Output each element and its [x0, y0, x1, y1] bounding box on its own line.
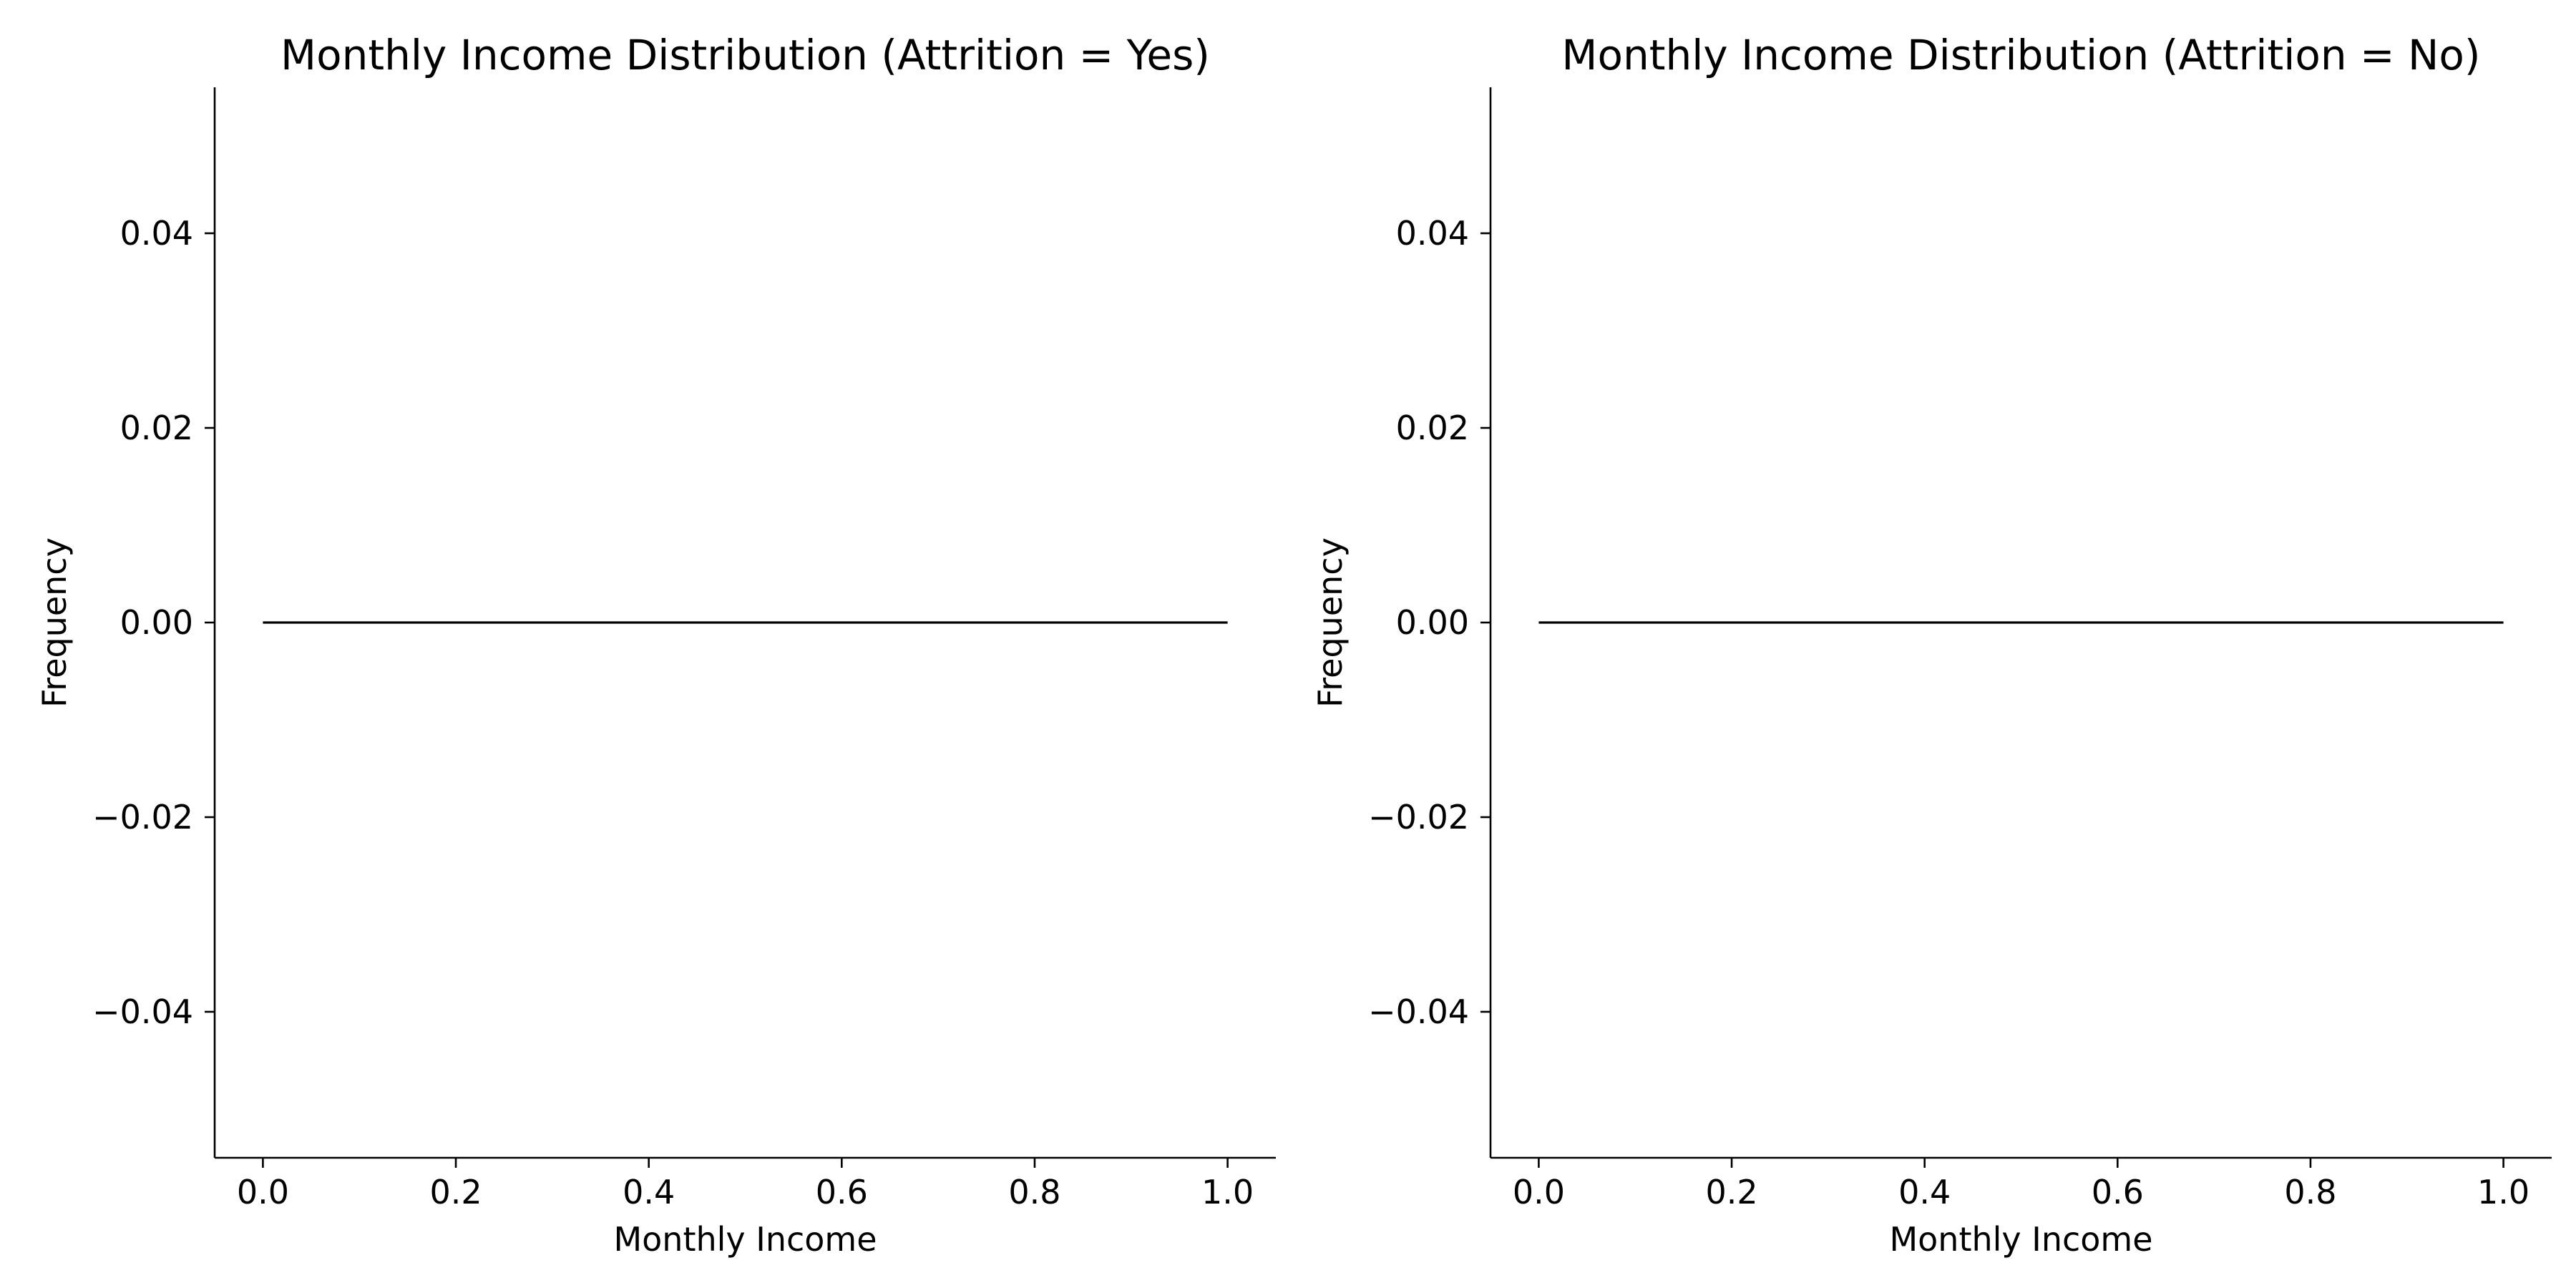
chart-title: Monthly Income Distribution (Attrition =… — [280, 31, 1210, 79]
y-tick-label: 0.04 — [120, 214, 193, 253]
x-tick-label: 0.2 — [1705, 1173, 1757, 1211]
chart-panel-2: 0.0 0.2 0.4 0.6 0.8 1.0 0.04 0.02 0.00 −0.02 −0.04… — [1311, 31, 2552, 1259]
y-tick-label: 0.00 — [120, 603, 193, 642]
chart-panel-1: 0.0 0.2 0.4 0.6 0.8 1.0 0.04 0.02 0.00 −0.02 −0.04… — [35, 31, 1276, 1259]
x-tick-label: 1.0 — [1201, 1173, 1254, 1211]
x-axis-label: Monthly Income — [613, 1220, 877, 1259]
y-axis-label: Frequency — [1311, 537, 1350, 708]
x-tick-label: 0.8 — [1008, 1173, 1060, 1211]
x-tick-label: 0.2 — [429, 1173, 482, 1211]
x-tick-label: 0.0 — [1513, 1173, 1565, 1211]
x-tick-label: 0.6 — [816, 1173, 868, 1211]
y-tick-label: 0.00 — [1396, 603, 1469, 642]
chart-title: Monthly Income Distribution (Attrition =… — [1561, 31, 2480, 79]
x-tick-label: 0.0 — [237, 1173, 289, 1211]
y-tick-label: 0.04 — [1396, 214, 1469, 253]
y-tick-label: 0.02 — [120, 409, 193, 447]
x-tick-label: 0.8 — [2284, 1173, 2336, 1211]
y-tick-label: −0.02 — [1368, 798, 1469, 836]
y-tick-label: 0.02 — [1396, 409, 1469, 447]
y-tick-label: −0.04 — [92, 992, 193, 1031]
y-tick-label: −0.02 — [92, 798, 193, 836]
x-tick-label: 0.4 — [623, 1173, 675, 1211]
x-axis-label: Monthly Income — [1889, 1220, 2152, 1259]
x-tick-label: 0.6 — [2092, 1173, 2144, 1211]
y-axis-label: Frequency — [35, 537, 74, 708]
y-tick-label: −0.04 — [1368, 992, 1469, 1031]
x-tick-label: 1.0 — [2477, 1173, 2529, 1211]
x-tick-label: 0.4 — [1898, 1173, 1951, 1211]
